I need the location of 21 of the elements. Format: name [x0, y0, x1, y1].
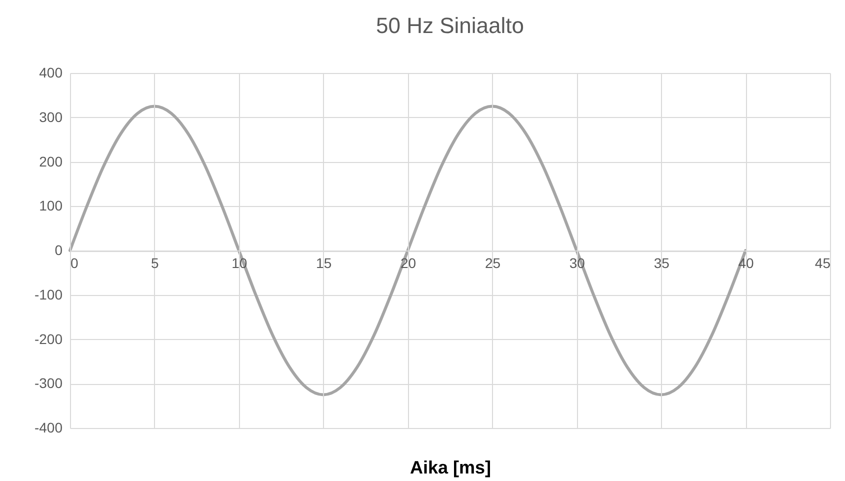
y-tick-label: -100 [34, 286, 63, 302]
x-axis-title: Aika [ms] [410, 458, 492, 478]
x-tick-label: 10 [232, 255, 248, 271]
y-tick-label: 400 [39, 64, 63, 80]
x-tick-label: 5 [151, 255, 160, 271]
y-tick-label: 300 [39, 108, 63, 125]
chart-title: 50 Hz Siniaalto [376, 13, 524, 38]
x-tick-label: 35 [654, 255, 670, 271]
y-tick-label: -200 [34, 330, 63, 347]
x-tick-label: 40 [738, 255, 754, 271]
y-tick-label: 200 [39, 153, 63, 170]
x-tick-label: 15 [316, 255, 332, 271]
x-tick-label: 0 [70, 255, 78, 271]
x-tick-label: 30 [569, 255, 586, 271]
x-tick-label: 20 [400, 255, 416, 271]
y-tick-label: -400 [34, 420, 63, 436]
y-tick-label: 0 [54, 242, 63, 258]
y-tick-label: 100 [39, 198, 63, 214]
x-tick-label: 25 [484, 255, 501, 271]
y-tick-label: -300 [34, 375, 63, 392]
x-tick-label: 45 [814, 255, 831, 271]
